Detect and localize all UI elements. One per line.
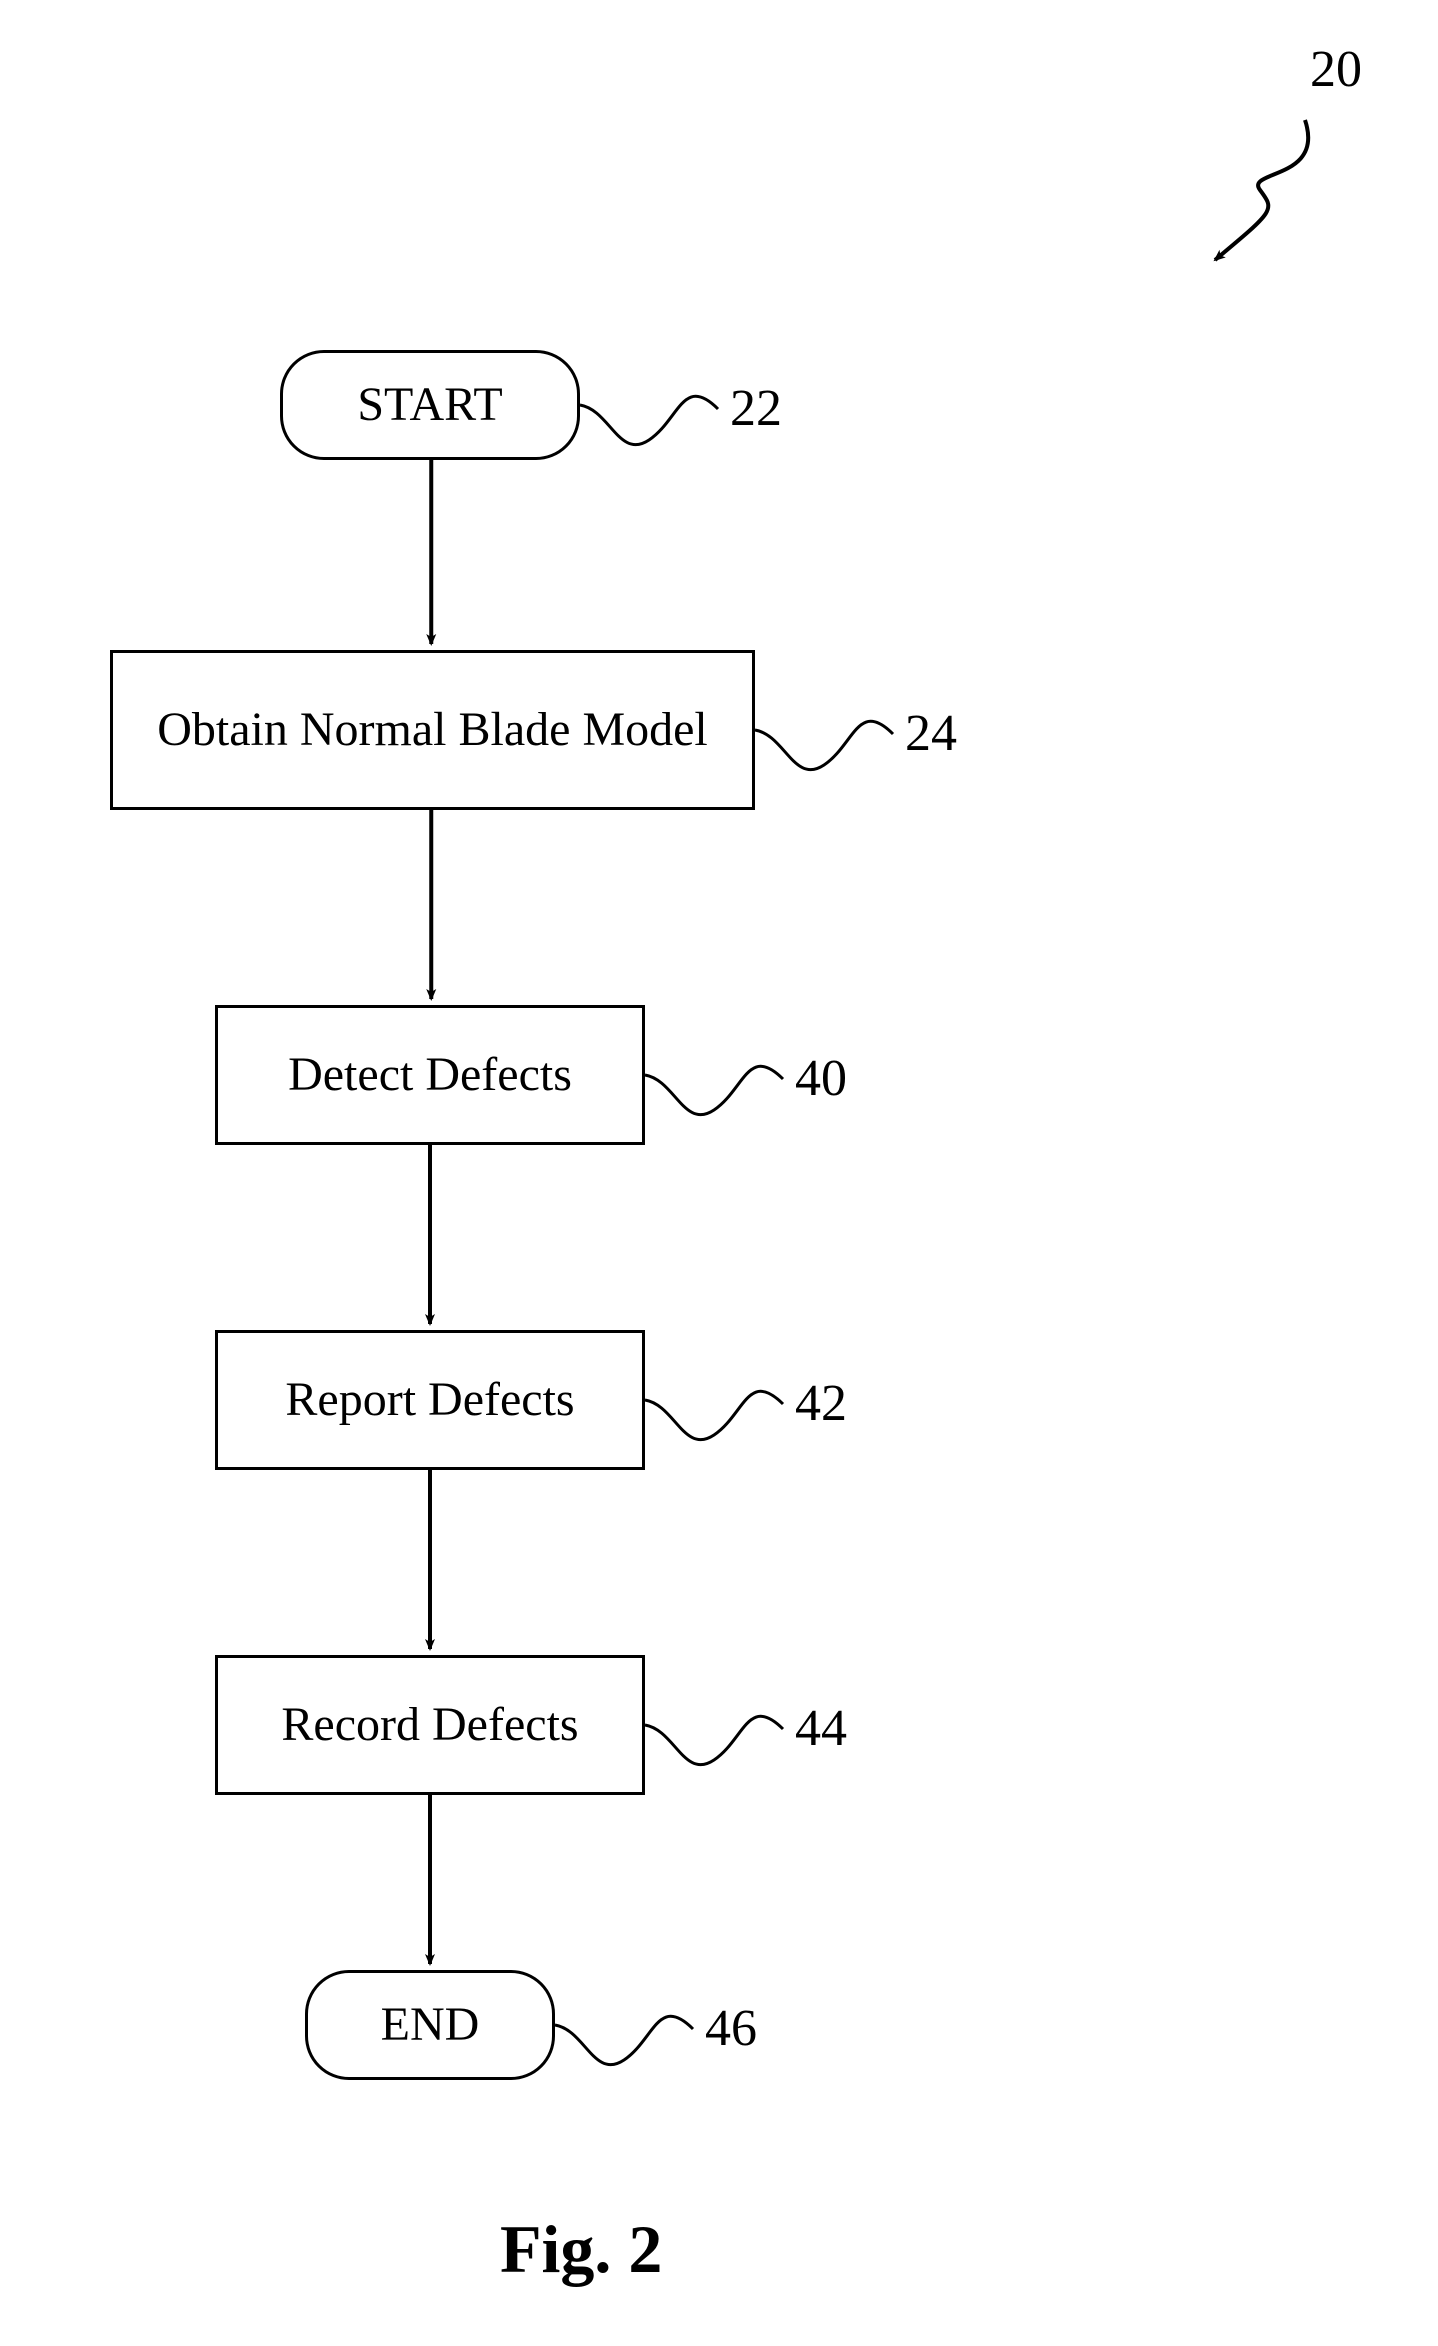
flow-node-label: Obtain Normal Blade Model	[157, 704, 708, 757]
ref-leader-diagram	[1215, 120, 1308, 260]
ref-leader-report	[645, 1391, 783, 1439]
ref-leader-obtain	[755, 721, 893, 769]
ref-label-start: 22	[730, 379, 782, 438]
flow-node-label: END	[381, 1999, 480, 2052]
flow-node-start: START	[280, 350, 580, 460]
ref-label-record: 44	[795, 1699, 847, 1758]
flow-node-label: START	[357, 379, 502, 432]
ref-leader-end	[555, 2016, 693, 2064]
flow-node-obtain: Obtain Normal Blade Model	[110, 650, 755, 810]
flow-node-report: Report Defects	[215, 1330, 645, 1470]
flow-node-record: Record Defects	[215, 1655, 645, 1795]
flowchart-svg-overlay	[0, 0, 1438, 2346]
flow-node-label: Detect Defects	[288, 1049, 572, 1102]
flow-node-label: Report Defects	[285, 1374, 574, 1427]
flow-node-label: Record Defects	[281, 1699, 578, 1752]
ref-leader-start	[580, 396, 718, 444]
ref-label-detect: 40	[795, 1049, 847, 1108]
ref-leader-detect	[645, 1066, 783, 1114]
flow-node-detect: Detect Defects	[215, 1005, 645, 1145]
flowchart-figure: Fig. 2 START 22 Obtain Normal Blade Model 2…	[0, 0, 1438, 2346]
figure-caption: Fig. 2	[500, 2210, 662, 2289]
ref-label-report: 42	[795, 1374, 847, 1433]
flow-node-end: END	[305, 1970, 555, 2080]
ref-label-end: 46	[705, 1999, 757, 2058]
ref-label-obtain: 24	[905, 704, 957, 763]
ref-leader-record	[645, 1716, 783, 1764]
ref-label-diagram: 20	[1310, 40, 1362, 99]
